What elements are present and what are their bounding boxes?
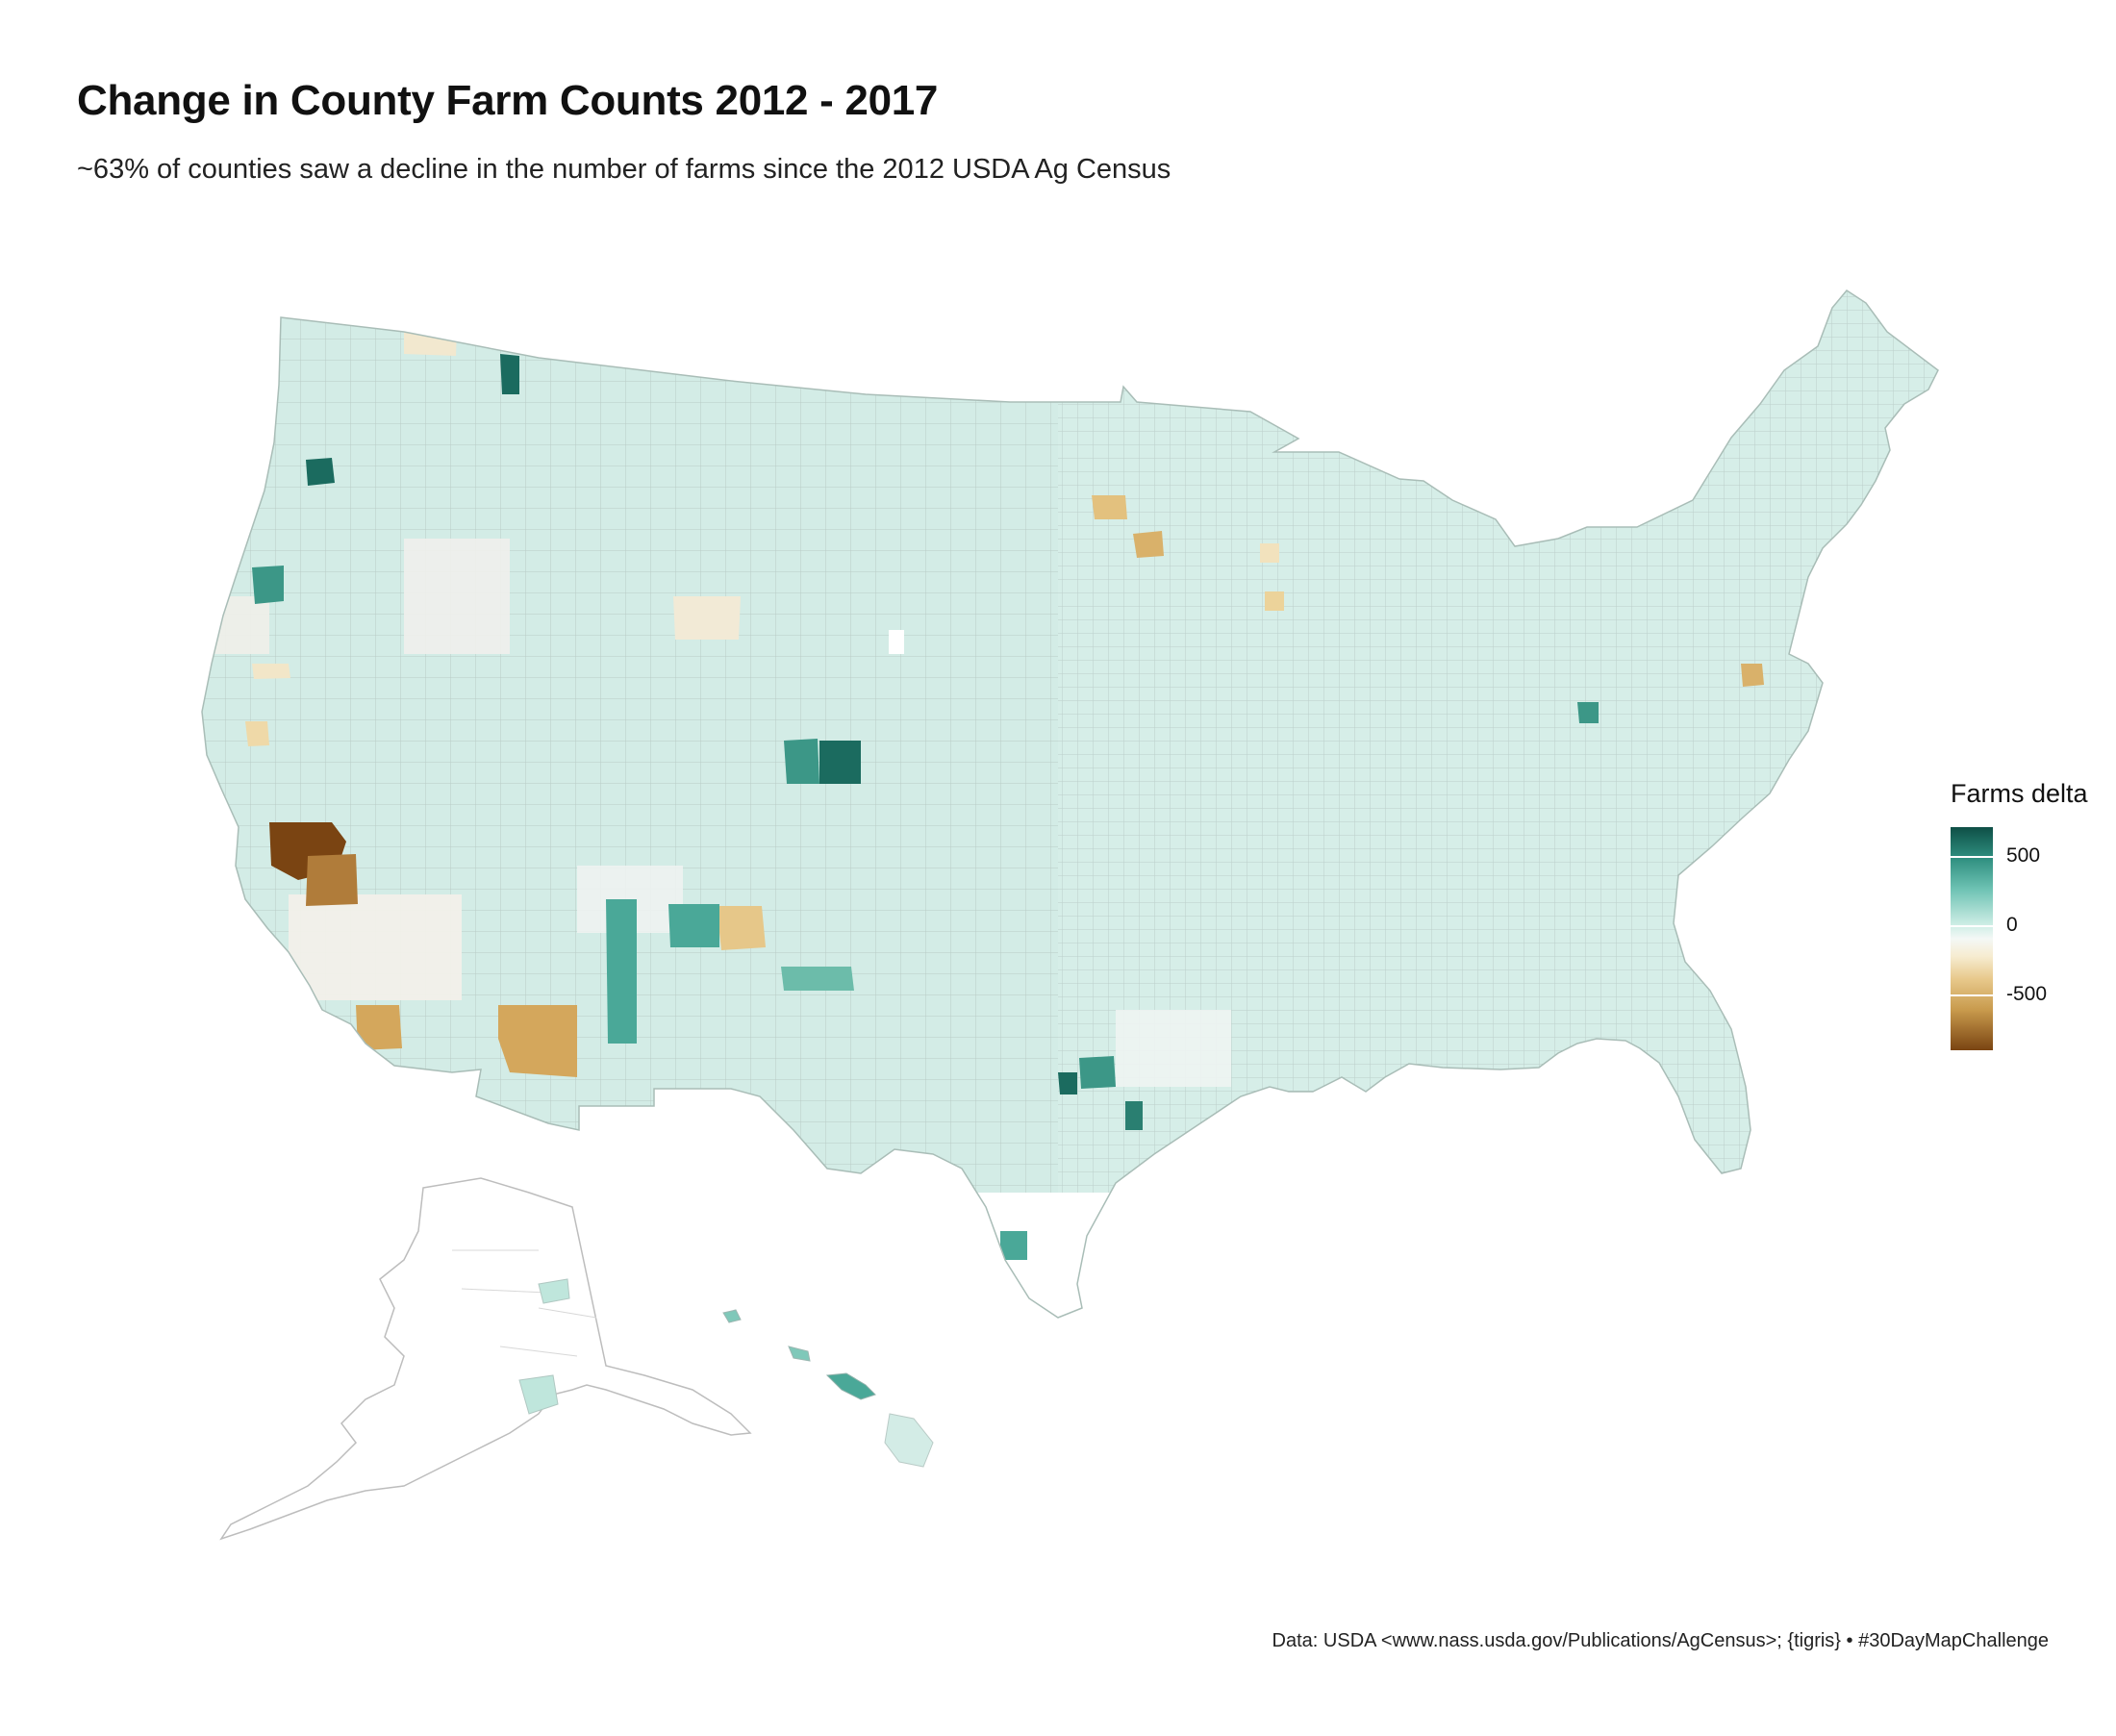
source-caption: Data: USDA <www.nass.usda.gov/Publicatio…	[1272, 1630, 2049, 1651]
county-strong-gain	[819, 741, 861, 784]
legend: Farms delta 500 0 -500	[1951, 779, 2104, 1050]
alaska-region-interior	[538, 1278, 570, 1304]
legend-title: Farms delta	[1951, 779, 2088, 808]
legend-tick-label: -500	[2006, 983, 2048, 1005]
county-loss	[245, 721, 269, 746]
legend-colorbar: 500 0 -500	[1951, 827, 2047, 1050]
county-gain	[784, 739, 819, 784]
county-loss	[1260, 543, 1279, 563]
county-loss	[1265, 591, 1284, 611]
county-loss	[306, 854, 358, 906]
county-loss	[356, 1005, 402, 1050]
map-subtitle: ~63% of counties saw a decline in the nu…	[77, 154, 1171, 185]
county-loss	[1135, 1210, 1175, 1233]
county-gain	[1577, 702, 1599, 723]
legend-tick-label: 0	[2006, 914, 2018, 936]
county-loss	[673, 596, 741, 640]
map-title: Change in County Farm Counts 2012 - 2017	[77, 77, 939, 124]
county-loss	[717, 906, 766, 950]
county-gain	[1000, 1231, 1027, 1260]
county-strong-gain	[500, 354, 519, 394]
alaska-boroughs	[452, 1249, 597, 1357]
contiguous-us	[202, 290, 1938, 1387]
legend-tick-mark	[1951, 856, 1993, 858]
alaska-region-south	[518, 1374, 559, 1415]
legend-tick-mark	[1951, 994, 1993, 996]
county-gain	[668, 904, 719, 947]
hawaii-oahu	[788, 1346, 811, 1362]
county-loss	[1662, 1214, 1695, 1243]
hawaii-kauai	[722, 1309, 742, 1323]
hawaii-maui	[825, 1372, 876, 1400]
county-loss	[498, 1005, 577, 1077]
county-gain	[1348, 1169, 1373, 1195]
alaska-outline	[219, 1177, 752, 1541]
county-strong-gain	[1058, 1072, 1077, 1094]
county-strong-gain	[306, 458, 335, 486]
county-gain	[1039, 1366, 1075, 1387]
county-loss	[1133, 531, 1164, 558]
county-loss	[252, 664, 290, 679]
county-loss	[1741, 664, 1764, 687]
legend-tick-label: 500	[2006, 844, 2041, 867]
legend-tick-mark	[1951, 925, 1993, 927]
hawaii-big-island	[884, 1413, 934, 1468]
county-gain	[781, 967, 854, 991]
county-strong-gain	[1125, 1101, 1143, 1130]
county-loss	[404, 327, 457, 356]
county-gain	[606, 899, 637, 1044]
county-no-data	[889, 630, 904, 654]
county-gain	[252, 566, 284, 604]
county-gain	[1079, 1056, 1116, 1089]
county-loss	[1092, 495, 1127, 519]
